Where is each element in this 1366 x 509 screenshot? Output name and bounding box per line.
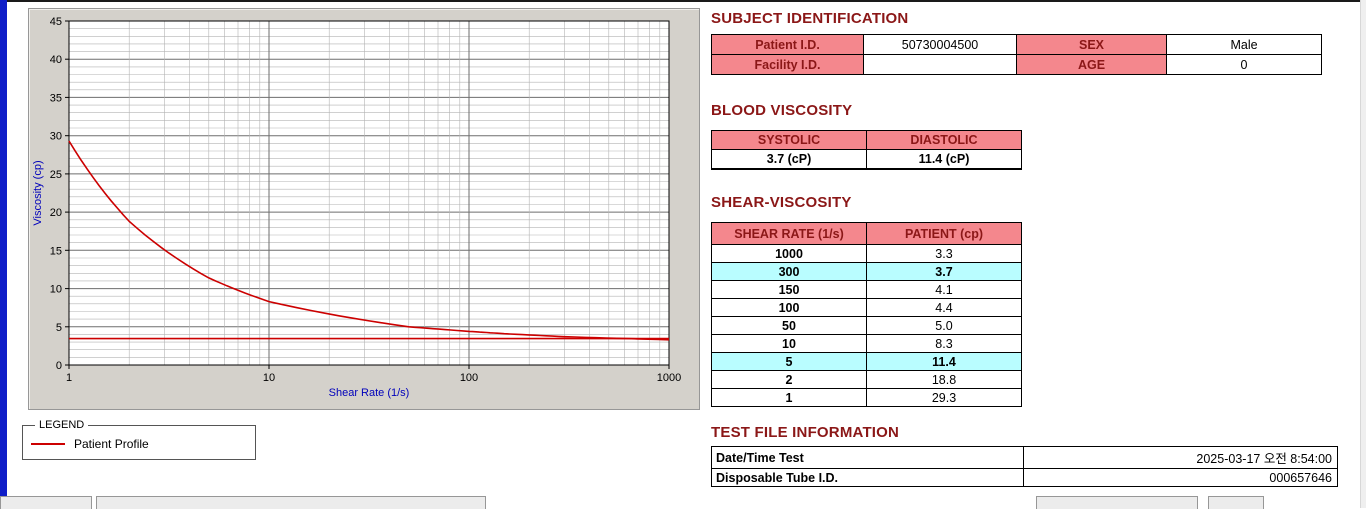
blood-viscosity-table: SYSTOLIC DIASTOLIC 3.7 (cP) 11.4 (cP) [711,130,1022,170]
disposable-tube-id-value: 000657646 [1023,468,1338,487]
subject-identification-title: SUBJECT IDENTIFICATION [711,10,909,27]
viscosity-chart: 0 5 10 15 20 25 30 35 40 45 1 10 100 1000 Shear Rate (… [32,16,681,399]
bottom-cutoff-panel-1[interactable] [96,496,486,509]
window-top-edge [0,0,1366,2]
shear-rate-cell: 10 [711,334,867,353]
test-file-information-table: Date/Time Test 2025-03-17 오전 8:54:00 Dis… [711,446,1338,487]
svg-text:0: 0 [56,360,62,372]
facility-id-value [863,54,1017,75]
svg-text:30: 30 [50,131,62,143]
shear-viscosity-table: SHEAR RATE (1/s) PATIENT (cp) 1000 3.3 300… [711,222,1022,407]
viscosity-chart-panel: 0 5 10 15 20 25 30 35 40 45 1 10 100 1000 Shear Rate (… [28,8,700,410]
window-right-strip [1360,0,1366,508]
subject-identification-table: Patient I.D. 50730004500 SEX Male Facili… [711,34,1322,75]
sex-label: SEX [1016,34,1167,55]
systolic-header: SYSTOLIC [711,130,867,150]
shear-viscosity-row: 5 11.4 [711,352,1022,371]
svg-text:15: 15 [50,245,62,257]
svg-text:100: 100 [460,372,478,384]
table-row: 3.7 (cP) 11.4 (cP) [711,149,1022,170]
shear-rate-cell: 1 [711,388,867,407]
patient-cp-header: PATIENT (cp) [866,222,1022,245]
svg-text:Viscosity (cp): Viscosity (cp) [32,160,44,225]
date-time-test-value: 2025-03-17 오전 8:54:00 [1023,446,1338,469]
shear-viscosity-row: 300 3.7 [711,262,1022,281]
table-row: Patient I.D. 50730004500 SEX Male [711,34,1322,55]
patient-cp-cell: 8.3 [866,334,1022,353]
table-row: Disposable Tube I.D. 000657646 [711,468,1338,487]
shear-rate-cell: 50 [711,316,867,335]
shear-rate-cell: 2 [711,370,867,389]
bottom-cutoff-button-1[interactable] [0,496,92,509]
svg-text:1: 1 [66,372,72,384]
shear-viscosity-row: 10 8.3 [711,334,1022,353]
shear-viscosity-title: SHEAR-VISCOSITY [711,194,852,211]
patient-id-value: 50730004500 [863,34,1017,55]
patient-id-label: Patient I.D. [711,34,864,55]
table-row: SYSTOLIC DIASTOLIC [711,130,1022,150]
legend-box: LEGEND Patient Profile [22,419,256,460]
legend-line-swatch [31,442,65,445]
patient-cp-cell: 5.0 [866,316,1022,335]
table-header-row: SHEAR RATE (1/s) PATIENT (cp) [711,222,1022,245]
shear-viscosity-row: 1000 3.3 [711,244,1022,263]
shear-rate-header: SHEAR RATE (1/s) [711,222,867,245]
blood-viscosity-title: BLOOD VISCOSITY [711,102,853,119]
window-left-strip [0,0,7,508]
table-row: Facility I.D. AGE 0 [711,54,1322,75]
svg-text:45: 45 [50,16,62,28]
shear-viscosity-row: 1 29.3 [711,388,1022,407]
svg-text:25: 25 [50,169,62,181]
svg-text:40: 40 [50,54,62,66]
patient-cp-cell: 4.4 [866,298,1022,317]
patient-cp-cell: 3.7 [866,262,1022,281]
patient-cp-cell: 18.8 [866,370,1022,389]
table-row: Date/Time Test 2025-03-17 오전 8:54:00 [711,446,1338,469]
svg-text:35: 35 [50,92,62,104]
patient-cp-cell: 3.3 [866,244,1022,263]
patient-cp-cell: 11.4 [866,352,1022,371]
bottom-cutoff-panel-2[interactable] [1036,496,1198,509]
shear-rate-cell: 1000 [711,244,867,263]
legend-series-label: Patient Profile [74,436,149,451]
date-time-test-label: Date/Time Test [711,446,1024,469]
shear-rate-cell: 100 [711,298,867,317]
shear-viscosity-row: 50 5.0 [711,316,1022,335]
svg-text:5: 5 [56,322,62,334]
diastolic-value: 11.4 (cP) [866,149,1022,170]
sex-value: Male [1166,34,1322,55]
svg-text:Shear Rate (1/s): Shear Rate (1/s) [329,387,410,399]
svg-text:10: 10 [50,284,62,296]
shear-rate-cell: 5 [711,352,867,371]
age-value: 0 [1166,54,1322,75]
legend-box-label: LEGEND [39,419,85,431]
svg-text:20: 20 [50,207,62,219]
age-label: AGE [1016,54,1167,75]
bottom-cutoff-button-2[interactable] [1208,496,1264,509]
diastolic-header: DIASTOLIC [866,130,1022,150]
shear-viscosity-row: 100 4.4 [711,298,1022,317]
shear-viscosity-row: 150 4.1 [711,280,1022,299]
test-file-information-title: TEST FILE INFORMATION [711,424,900,441]
svg-text:1000: 1000 [657,372,681,384]
shear-viscosity-row: 2 18.8 [711,370,1022,389]
facility-id-label: Facility I.D. [711,54,864,75]
svg-text:10: 10 [263,372,275,384]
disposable-tube-id-label: Disposable Tube I.D. [711,468,1024,487]
shear-rate-cell: 150 [711,280,867,299]
report-panel: SUBJECT IDENTIFICATION Patient I.D. 5073… [711,6,1338,506]
patient-cp-cell: 29.3 [866,388,1022,407]
shear-rate-cell: 300 [711,262,867,281]
patient-cp-cell: 4.1 [866,280,1022,299]
systolic-value: 3.7 (cP) [711,149,867,170]
